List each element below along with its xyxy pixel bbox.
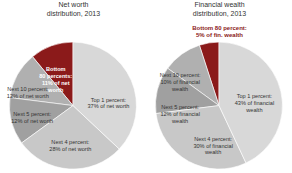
svg-text:Next 10 percent:10% of financi: Next 10 percent:10% of financialwealth [160, 72, 201, 91]
svg-text:Bottom 80 percent:5% of fin. w: Bottom 80 percent:5% of fin. wealth [192, 25, 247, 38]
svg-text:Next 4 percent:28% of net wort: Next 4 percent:28% of net worth [49, 139, 91, 152]
svg-text:Next 5 percent:12% of net wort: Next 5 percent:12% of net worth [11, 111, 53, 124]
svg-text:Top 1 percent:43% of financial: Top 1 percent:43% of financialwealth [235, 93, 274, 112]
svg-text:Bottom80 percents:11% of netwo: Bottom80 percents:11% of networth [39, 66, 72, 92]
svg-text:Next 4 percent:30% of financia: Next 4 percent:30% of financialwealth [193, 136, 233, 155]
svg-text:Financial wealthdistribution,: Financial wealthdistribution, 2013 [193, 1, 246, 16]
svg-text:Net worthdistribution, 2013: Net worthdistribution, 2013 [47, 1, 100, 16]
svg-text:Next 10 percent:12% of net wor: Next 10 percent:12% of net worth [7, 86, 49, 99]
svg-text:Top 1 percent:37% of net worth: Top 1 percent:37% of net worth [87, 97, 129, 110]
svg-text:Next 5 percent:12% of financia: Next 5 percent:12% of financialwealth [160, 104, 200, 123]
